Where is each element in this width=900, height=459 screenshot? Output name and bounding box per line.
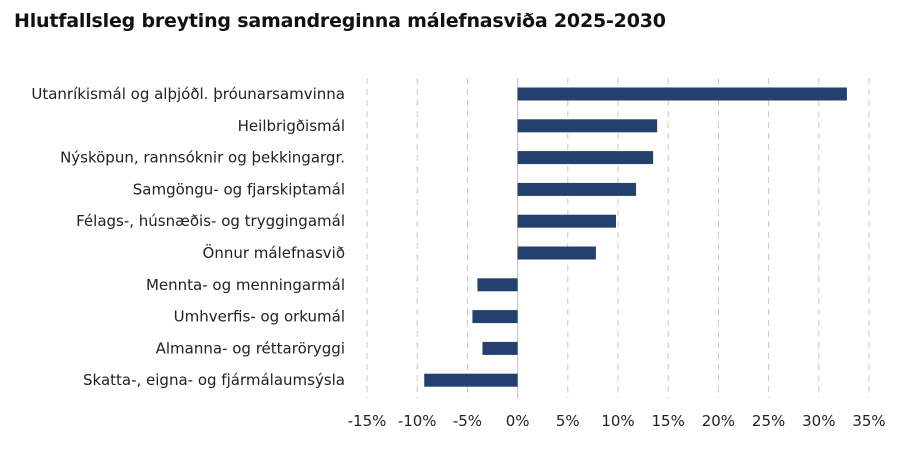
x-tick-label: 20% bbox=[702, 412, 735, 430]
x-tick-label: 15% bbox=[652, 412, 685, 430]
bar bbox=[477, 278, 518, 292]
x-tick-label: -10% bbox=[398, 412, 437, 430]
x-tick-label: 5% bbox=[556, 412, 580, 430]
x-tick-label: 0% bbox=[506, 412, 530, 430]
category-label: Félags-, húsnæðis- og tryggingamál bbox=[76, 212, 345, 230]
x-tick-label: 25% bbox=[752, 412, 785, 430]
x-tick-label: 30% bbox=[802, 412, 835, 430]
category-label: Utanríkismál og alþjóðl. þróunarsamvinna bbox=[31, 85, 345, 103]
category-labels: Utanríkismál og alþjóðl. þróunarsamvinna… bbox=[31, 85, 345, 389]
category-label: Nýsköpun, rannsóknir og þekkingargr. bbox=[60, 149, 345, 167]
category-label: Önnur málefnasvið bbox=[203, 243, 345, 262]
chart-title: Hlutfallsleg breyting samandreginna mále… bbox=[14, 10, 666, 32]
x-tick-label: 35% bbox=[852, 412, 885, 430]
x-tick-label: -5% bbox=[453, 412, 482, 430]
x-tick-label: 10% bbox=[601, 412, 634, 430]
bar bbox=[424, 373, 518, 387]
bar bbox=[517, 87, 847, 101]
category-label: Heilbrigðismál bbox=[238, 117, 345, 135]
category-label: Skatta-, eigna- og fjármálaumsýsla bbox=[83, 371, 345, 389]
category-label: Mennta- og menningarmál bbox=[146, 276, 345, 294]
category-label: Umhverfis- og orkumál bbox=[174, 308, 345, 326]
bar bbox=[517, 246, 596, 260]
bar bbox=[517, 182, 637, 196]
bar bbox=[517, 214, 616, 228]
bar bbox=[482, 341, 518, 355]
bar bbox=[517, 151, 654, 165]
category-label: Almanna- og réttaröryggi bbox=[156, 339, 345, 357]
bar bbox=[517, 119, 658, 133]
bars bbox=[424, 87, 847, 387]
category-label: Samgöngu- og fjarskiptamál bbox=[133, 180, 345, 198]
x-axis-tick-labels: -15% -10% -5% 0% 5% 10% 15% 20% 25% 30% 35% bbox=[348, 412, 886, 430]
bar bbox=[472, 310, 518, 324]
x-tick-label: -15% bbox=[348, 412, 387, 430]
